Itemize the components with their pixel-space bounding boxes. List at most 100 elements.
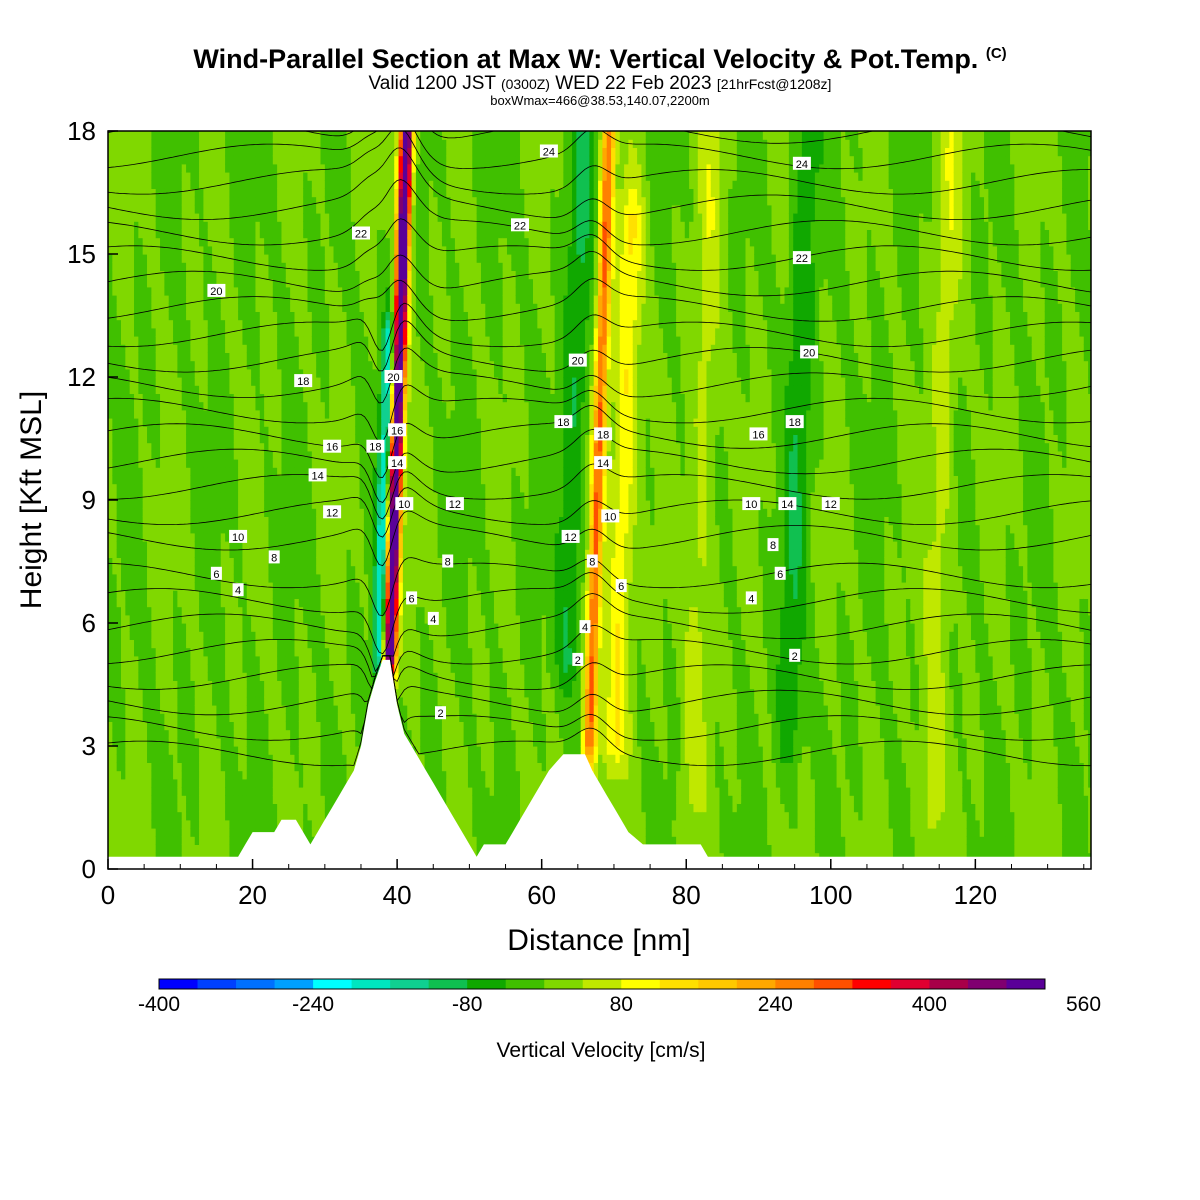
velocity-cell bbox=[207, 483, 213, 493]
velocity-cell bbox=[190, 360, 196, 370]
velocity-cell bbox=[307, 483, 313, 493]
velocity-cell bbox=[168, 221, 174, 230]
velocity-cell bbox=[277, 737, 283, 747]
velocity-cell bbox=[272, 483, 278, 493]
velocity-cell bbox=[329, 180, 335, 189]
velocity-cell bbox=[225, 188, 231, 198]
velocity-cell bbox=[238, 541, 244, 550]
velocity-cell bbox=[294, 770, 300, 780]
velocity-cell bbox=[186, 516, 191, 526]
velocity-cell bbox=[168, 295, 174, 304]
velocity-cell bbox=[316, 713, 322, 722]
velocity-cell bbox=[242, 541, 248, 550]
velocity-cell bbox=[307, 491, 313, 501]
velocity-cell bbox=[225, 729, 231, 739]
velocity-cell bbox=[277, 598, 283, 608]
velocity-cell bbox=[186, 754, 191, 763]
velocity-cell bbox=[285, 606, 291, 616]
velocity-cell bbox=[298, 147, 304, 157]
velocity-cell bbox=[272, 426, 278, 435]
velocity-cell bbox=[168, 352, 174, 362]
velocity-cell bbox=[125, 344, 131, 353]
velocity-cell bbox=[281, 245, 287, 255]
velocity-cell bbox=[199, 664, 205, 673]
velocity-cell bbox=[229, 180, 235, 189]
velocity-cell bbox=[147, 647, 152, 657]
velocity-cell bbox=[220, 139, 226, 148]
velocity-cell bbox=[281, 680, 287, 690]
velocity-cell bbox=[216, 508, 222, 517]
velocity-cell bbox=[285, 680, 291, 690]
velocity-cell bbox=[316, 434, 322, 444]
velocity-cell bbox=[303, 311, 309, 321]
velocity-cell bbox=[203, 213, 209, 222]
velocity-cell bbox=[316, 631, 322, 640]
velocity-cell bbox=[303, 409, 309, 419]
velocity-cell bbox=[190, 754, 196, 763]
velocity-cell bbox=[225, 819, 231, 829]
velocity-cell bbox=[242, 336, 248, 345]
velocity-cell bbox=[238, 172, 244, 181]
velocity-cell bbox=[186, 631, 191, 640]
velocity-cell bbox=[324, 475, 330, 485]
velocity-cell bbox=[216, 155, 222, 165]
velocity-cell bbox=[116, 434, 122, 444]
velocity-cell bbox=[138, 467, 144, 476]
velocity-cell bbox=[173, 139, 178, 148]
velocity-cell bbox=[311, 770, 317, 780]
velocity-cell bbox=[255, 229, 261, 239]
velocity-cell bbox=[134, 614, 139, 624]
velocity-cell bbox=[142, 573, 148, 583]
velocity-cell bbox=[134, 336, 139, 345]
velocity-cell bbox=[155, 565, 161, 575]
velocity-cell bbox=[259, 327, 265, 337]
velocity-cell bbox=[194, 573, 200, 583]
velocity-cell bbox=[216, 549, 222, 558]
velocity-cell bbox=[290, 737, 296, 747]
velocity-cell bbox=[259, 565, 265, 575]
velocity-cell bbox=[229, 401, 235, 411]
velocity-cell bbox=[199, 729, 205, 739]
velocity-cell bbox=[329, 229, 335, 239]
velocity-cell bbox=[203, 352, 209, 362]
velocity-cell bbox=[298, 549, 304, 558]
velocity-cell bbox=[142, 237, 148, 247]
velocity-cell bbox=[186, 245, 191, 255]
velocity-cell bbox=[164, 655, 170, 665]
velocity-cell bbox=[194, 508, 200, 517]
velocity-cell bbox=[181, 270, 187, 280]
velocity-cell bbox=[285, 647, 291, 657]
velocity-cell bbox=[112, 368, 118, 378]
velocity-cell bbox=[160, 278, 165, 288]
velocity-cell bbox=[246, 705, 252, 714]
velocity-cell bbox=[311, 729, 317, 739]
velocity-cell bbox=[316, 459, 322, 468]
velocity-cell bbox=[229, 614, 235, 624]
velocity-cell bbox=[246, 204, 252, 214]
velocity-cell bbox=[316, 778, 322, 788]
velocity-cell bbox=[320, 680, 326, 690]
velocity-cell bbox=[181, 541, 187, 550]
velocity-cell bbox=[207, 459, 213, 468]
velocity-cell bbox=[255, 795, 261, 804]
velocity-cell bbox=[272, 721, 278, 731]
velocity-cell bbox=[268, 729, 274, 739]
velocity-cell bbox=[225, 541, 231, 550]
velocity-cell bbox=[242, 131, 248, 140]
velocity-cell bbox=[233, 803, 239, 813]
velocity-cell bbox=[329, 221, 335, 230]
velocity-cell bbox=[251, 680, 257, 690]
velocity-cell bbox=[225, 336, 231, 345]
velocity-cell bbox=[281, 573, 287, 583]
velocity-cell bbox=[155, 508, 161, 517]
velocity-cell bbox=[129, 565, 135, 575]
velocity-cell bbox=[177, 393, 183, 403]
velocity-cell bbox=[155, 500, 161, 509]
velocity-cell bbox=[164, 377, 170, 386]
velocity-cell bbox=[255, 721, 261, 731]
velocity-cell bbox=[147, 409, 152, 419]
velocity-cell bbox=[298, 229, 304, 239]
velocity-cell bbox=[324, 647, 330, 657]
velocity-cell bbox=[311, 278, 317, 288]
velocity-cell bbox=[160, 508, 165, 517]
